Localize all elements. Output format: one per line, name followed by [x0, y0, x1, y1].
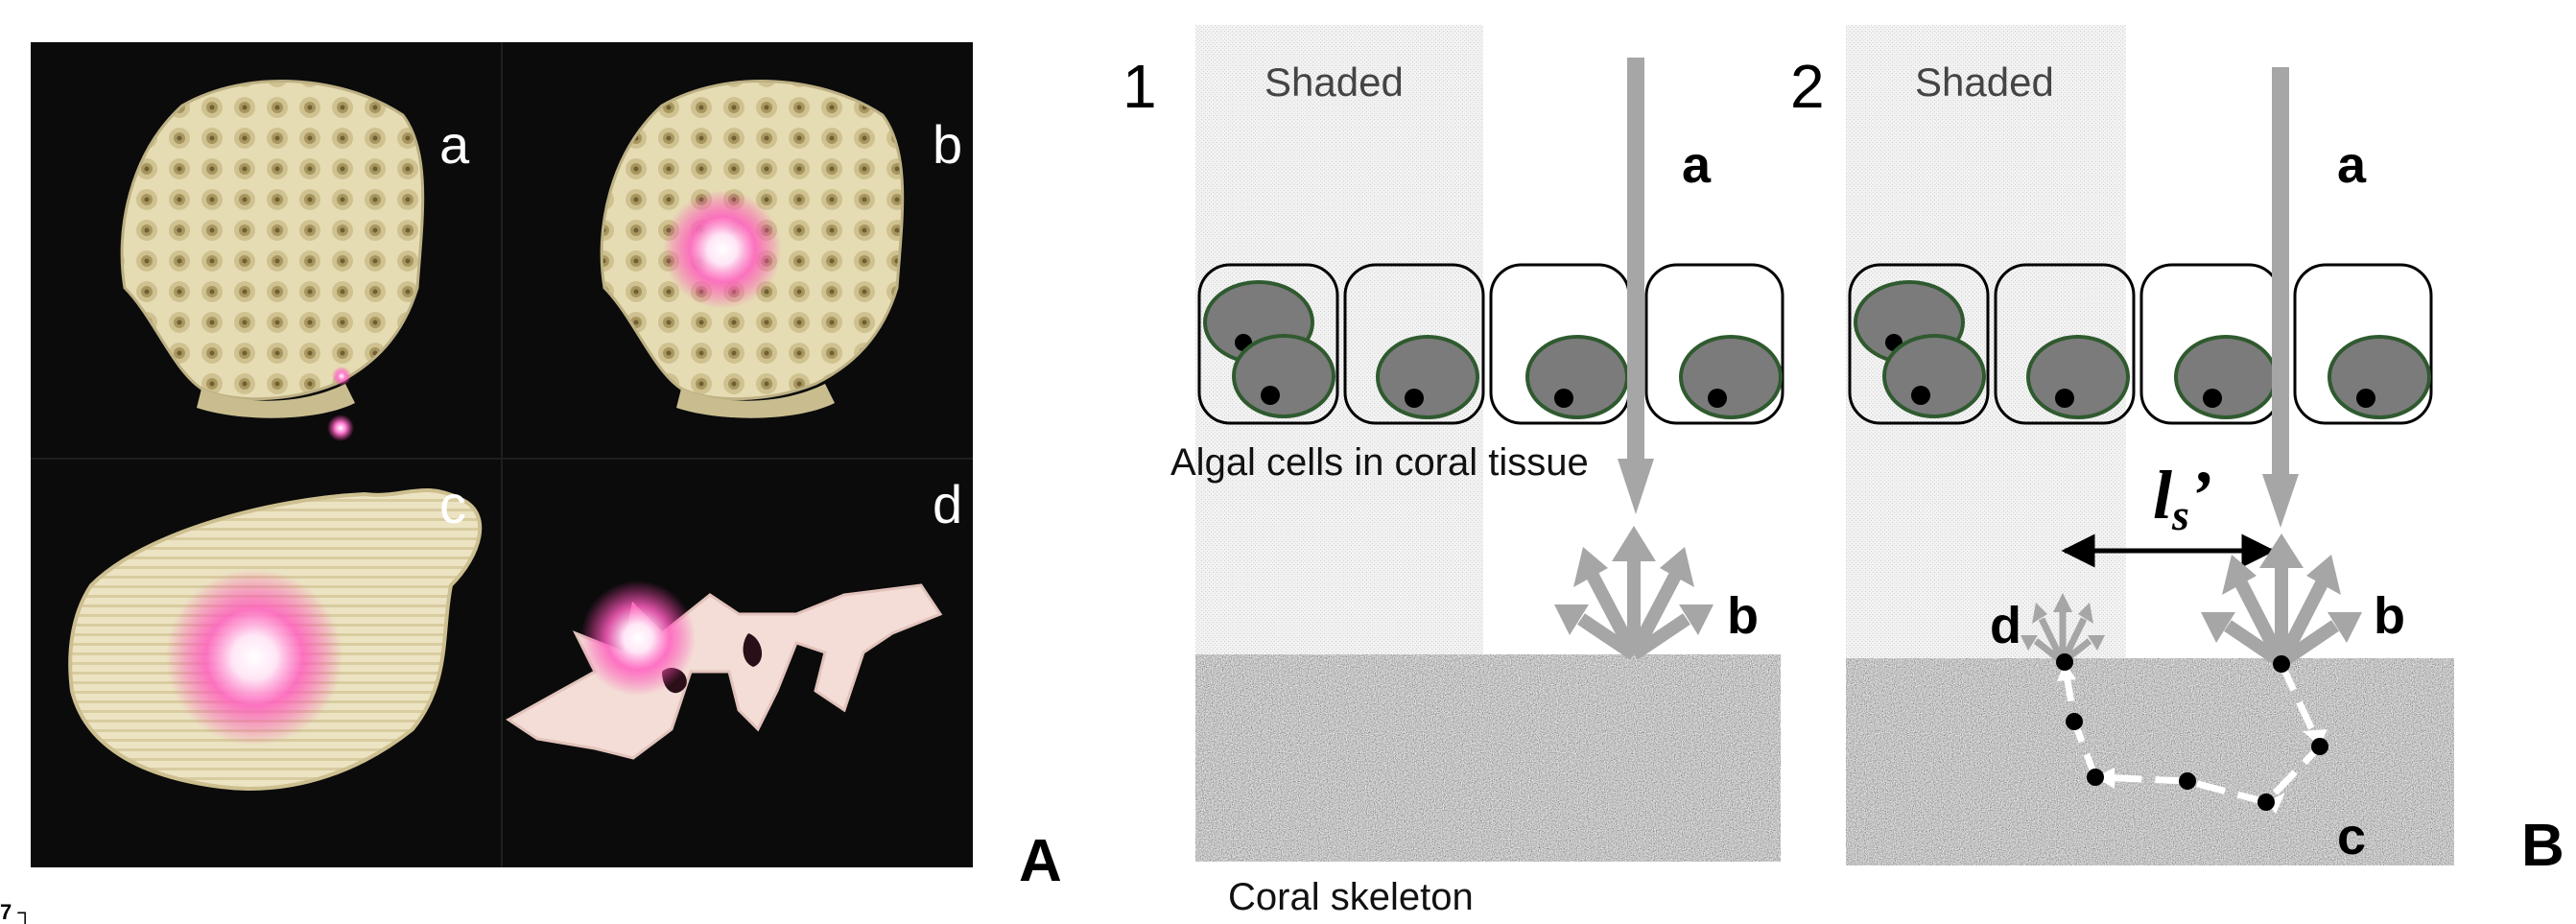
label-c: c	[2337, 808, 2366, 865]
cell	[1343, 263, 1485, 425]
corner-mark: 7 ┐	[0, 900, 33, 924]
label-a: a	[1682, 136, 1712, 194]
diagram-number: 2	[1790, 52, 1825, 121]
photon-path	[2056, 653, 2328, 814]
photo-label-a: a	[439, 114, 470, 175]
photo-label-d: d	[933, 474, 962, 534]
diagram-1: 1 Shaded Algal cells in coral tissue Cor…	[1123, 25, 1784, 918]
photo-a: a	[120, 80, 470, 441]
coral-skeleton	[1195, 654, 1781, 862]
cell	[2293, 263, 2433, 425]
photo-label-c: c	[439, 474, 466, 534]
cell	[1197, 263, 1339, 425]
incident-light-arrow	[2262, 67, 2299, 528]
diagram-number: 1	[1123, 52, 1157, 121]
skeleton-label: Coral skeleton	[1228, 876, 1474, 918]
photo-c: c	[68, 474, 483, 791]
laser-glow	[166, 569, 343, 746]
cell	[1848, 263, 1990, 425]
incident-light-arrow	[1618, 58, 1654, 514]
photo-b: b	[600, 80, 962, 418]
algal-cells	[1197, 263, 1784, 425]
laser-spot	[327, 415, 354, 441]
photo-panel: a b c d A 7 ┐	[0, 42, 1062, 924]
panel-letter-a: A	[1019, 828, 1062, 894]
distance-label: ls’	[2153, 457, 2212, 539]
label-a: a	[2337, 136, 2367, 194]
panel-letter-b: B	[2521, 813, 2564, 879]
label-d: d	[1990, 597, 2021, 654]
shaded-label: Shaded	[1264, 59, 1404, 105]
cell	[1644, 263, 1784, 425]
laser-glow	[580, 580, 696, 696]
shaded-label: Shaded	[1915, 59, 2054, 105]
label-b: b	[1727, 587, 1759, 645]
algal-cells	[1848, 263, 2433, 425]
cell	[1994, 263, 2136, 425]
diagram-2: 2 Shaded a ls’	[1790, 25, 2564, 879]
scatter-burst	[2201, 533, 2362, 668]
photo-d: d	[506, 474, 962, 760]
label-b: b	[2374, 587, 2405, 645]
coral-skeleton	[1846, 658, 2454, 865]
tissue-label: Algal cells in coral tissue	[1170, 441, 1589, 484]
scatter-burst	[1554, 526, 1713, 660]
photo-label-b: b	[933, 114, 962, 175]
laser-glow	[663, 190, 782, 309]
